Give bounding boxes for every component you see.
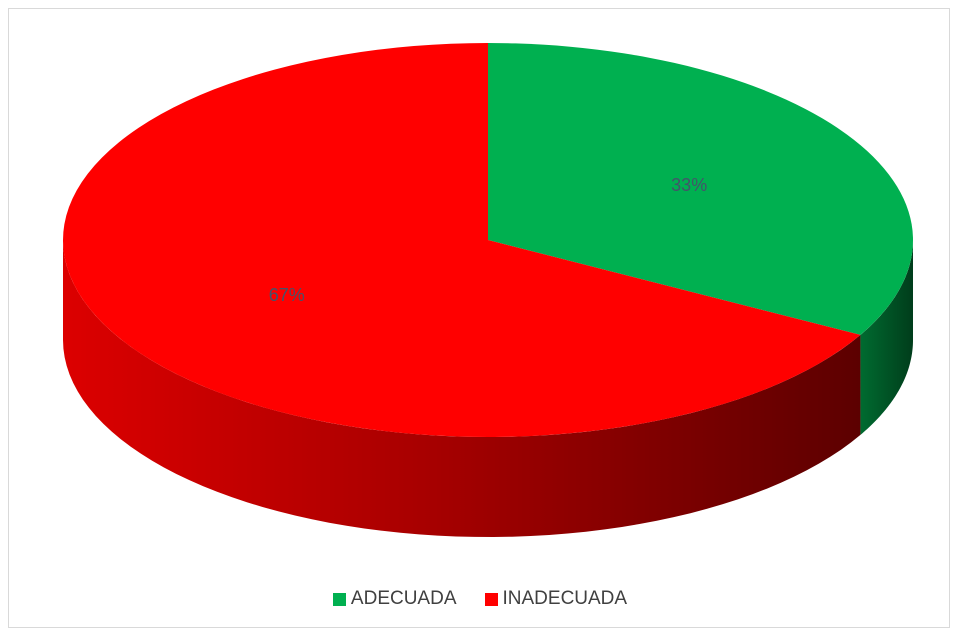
legend-label-inadecuada: INADECUADA xyxy=(502,588,628,609)
pie-sides xyxy=(63,240,913,537)
legend-swatch-adecuada xyxy=(332,592,346,606)
data-label-adecuada: 33% xyxy=(671,175,707,195)
legend: ADECUADA INADECUADA xyxy=(0,588,960,610)
pie-side-inadecuada xyxy=(63,240,861,537)
legend-item-inadecuada: INADECUADA xyxy=(484,588,628,610)
pie-data-labels: 33% 67% xyxy=(269,175,707,305)
pie-side-adecuada xyxy=(860,240,913,435)
pie-slice-inadecuada xyxy=(63,43,861,437)
legend-label-adecuada: ADECUADA xyxy=(350,588,457,609)
data-label-inadecuada: 67% xyxy=(269,285,305,305)
pie-tops xyxy=(63,43,914,437)
legend-swatch-inadecuada xyxy=(484,592,498,606)
pie-slice-adecuada xyxy=(488,43,914,335)
legend-item-adecuada: ADECUADA xyxy=(332,588,457,610)
